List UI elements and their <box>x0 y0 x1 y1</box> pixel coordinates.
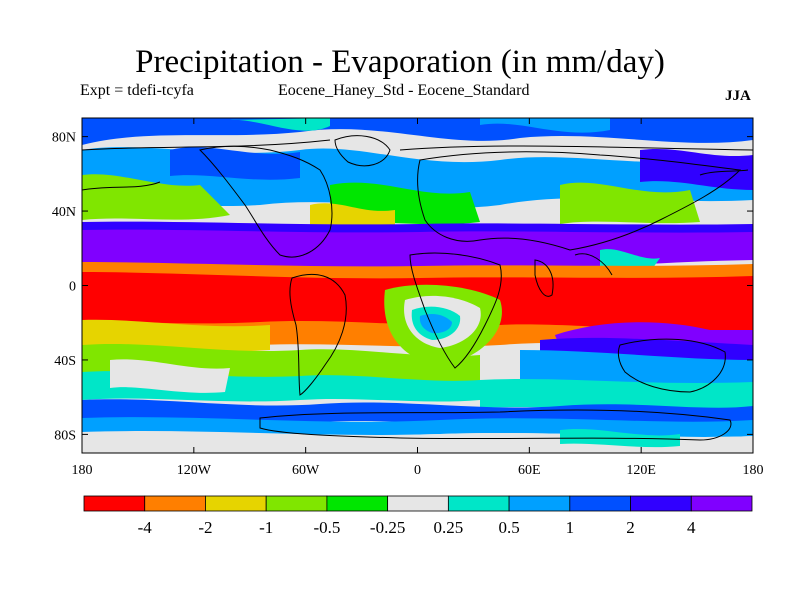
latitude-axis: 80N 40N 0 40S 80S <box>52 131 753 443</box>
nh-midlat-green <box>82 174 230 220</box>
field-layer <box>82 118 753 453</box>
colorbar-swatch <box>508 495 571 512</box>
comparison-label: Eocene_Haney_Std - Eocene_Standard <box>278 82 530 99</box>
lat-tick-label: 80S <box>54 428 76 443</box>
chart-title: Precipitation - Evaporation (in mm/day) <box>135 44 665 80</box>
coastline-alaska <box>82 181 161 191</box>
lon-tick-label: 60E <box>518 463 541 478</box>
colorbar-label: 0.25 <box>433 518 463 537</box>
season-label: JJA <box>725 88 751 104</box>
coastline-arctic <box>82 139 753 151</box>
nh-midlat-green <box>560 182 700 224</box>
nh-midlat-darkblue <box>640 148 753 190</box>
coastlines <box>82 135 753 441</box>
arctic-cyan-patch <box>230 118 330 131</box>
lat-tick-label: 40N <box>52 205 76 220</box>
equatorial-yellow <box>82 319 270 352</box>
lon-tick-label: 120E <box>626 463 656 478</box>
lat-tick-label: 40S <box>54 354 76 369</box>
colorbar: -4 -2 -1 -0.5 -0.25 0.25 0.5 1 2 4 <box>83 495 753 537</box>
colorbar-swatch <box>205 495 267 512</box>
longitude-axis: 180 120W 60W 0 60E 120E 180 <box>72 118 764 478</box>
colorbar-label: -0.5 <box>313 518 340 537</box>
colorbar-swatch <box>326 495 389 512</box>
colorbar-swatch <box>265 495 328 512</box>
colorbar-swatch <box>144 495 206 512</box>
colorbar-label: -4 <box>138 518 153 537</box>
colorbar-label: -0.25 <box>370 518 405 537</box>
coastline-india <box>534 259 554 297</box>
colorbar-label: -1 <box>259 518 273 537</box>
nh-midlat-darkblue <box>170 147 300 180</box>
experiment-label: Expt = tdefi-tcyfa <box>80 82 194 99</box>
colorbar-label: 4 <box>687 518 696 537</box>
lon-tick-label: 180 <box>743 463 764 478</box>
coastline-north-america <box>199 145 333 258</box>
colorbar-swatch <box>690 495 753 512</box>
lat-tick-label: 0 <box>69 280 76 295</box>
colorbar-label: 0.5 <box>498 518 519 537</box>
coastline-australia <box>617 338 726 393</box>
sh-midlat-cyan <box>480 379 753 411</box>
arctic-cyan-patch <box>480 118 610 133</box>
colorbar-label: -2 <box>198 518 212 537</box>
coastline-antarctica <box>259 409 732 441</box>
lat-tick-label: 80N <box>52 131 76 146</box>
lon-tick-label: 120W <box>177 463 212 478</box>
coastline-south-america <box>289 273 347 396</box>
colorbar-label: 2 <box>626 518 635 537</box>
coastline-sea-islands <box>574 169 749 276</box>
colorbar-swatch <box>387 495 449 512</box>
nh-subtropical-purple <box>82 227 753 269</box>
colorbar-swatch <box>569 495 631 512</box>
colorbar-swatch <box>83 495 146 512</box>
nh-subtropical-darkblue <box>82 221 753 233</box>
colorbar-label: 1 <box>566 518 575 537</box>
coastline-greenland <box>334 135 391 167</box>
coastline-africa <box>409 252 502 369</box>
coastline-eurasia <box>417 151 742 251</box>
colorbar-swatch <box>630 495 692 512</box>
lon-tick-label: 0 <box>414 463 421 478</box>
sh-midlat-lightgray <box>110 359 230 393</box>
colorbar-swatch <box>447 495 510 512</box>
lon-tick-label: 60W <box>292 463 320 478</box>
lon-tick-label: 180 <box>72 463 93 478</box>
satlantic-blue <box>419 314 452 334</box>
